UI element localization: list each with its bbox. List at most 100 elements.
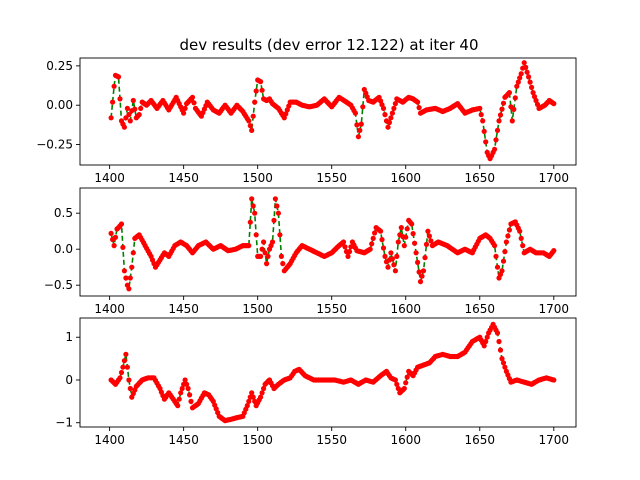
data-point xyxy=(415,259,421,265)
data-point xyxy=(404,374,410,380)
data-point xyxy=(517,75,523,81)
data-point xyxy=(283,111,289,117)
data-point xyxy=(342,244,348,250)
data-point xyxy=(262,250,268,256)
x-tick-label-top: 1450 xyxy=(168,171,199,185)
data-point xyxy=(484,334,490,340)
data-point xyxy=(264,261,270,267)
data-point xyxy=(502,249,508,255)
data-point xyxy=(478,112,484,118)
data-point xyxy=(483,139,489,145)
data-point xyxy=(496,118,502,124)
data-point xyxy=(112,234,119,240)
x-tick-label-bottom: 1600 xyxy=(390,433,421,447)
data-point xyxy=(499,268,505,274)
data-point xyxy=(127,275,133,281)
data-point xyxy=(419,273,425,279)
data-point xyxy=(551,248,557,254)
data-point xyxy=(511,106,517,112)
data-point xyxy=(278,253,284,259)
data-point xyxy=(398,225,404,231)
x-tick-label-top: 1600 xyxy=(390,171,421,185)
y-tick-label-middle: −0.5 xyxy=(44,278,73,292)
data-point xyxy=(500,360,507,366)
data-point xyxy=(340,239,347,245)
data-point xyxy=(249,390,255,396)
data-point xyxy=(520,243,526,249)
x-tick-label-bottom: 1400 xyxy=(94,433,125,447)
x-tick-label-middle: 1550 xyxy=(316,302,347,316)
data-point xyxy=(277,232,283,238)
y-tick-label-top: −0.25 xyxy=(36,138,73,152)
data-point xyxy=(417,279,424,285)
data-point xyxy=(380,245,387,251)
data-point xyxy=(136,112,142,118)
data-point xyxy=(521,60,527,66)
data-point xyxy=(124,364,130,370)
data-point xyxy=(514,83,520,89)
data-point xyxy=(392,377,398,383)
data-point xyxy=(512,95,518,101)
data-point xyxy=(527,79,533,85)
data-point xyxy=(551,101,557,107)
data-point xyxy=(423,241,430,247)
data-point xyxy=(497,347,504,353)
data-point xyxy=(551,377,557,383)
data-point xyxy=(385,264,391,270)
data-point xyxy=(121,358,127,364)
data-point xyxy=(401,243,407,249)
data-point xyxy=(178,390,184,396)
data-point xyxy=(175,403,181,409)
data-point xyxy=(252,99,258,105)
data-point xyxy=(392,101,398,107)
data-point xyxy=(247,123,253,129)
data-point xyxy=(477,105,483,111)
data-point xyxy=(130,97,136,104)
data-point xyxy=(286,103,292,109)
data-point xyxy=(126,112,132,118)
data-point xyxy=(370,235,376,241)
data-point xyxy=(121,124,127,130)
data-point xyxy=(382,253,388,259)
chart-title: dev results (dev error 12.122) at iter 4… xyxy=(180,36,479,54)
data-point xyxy=(503,239,509,245)
data-point xyxy=(496,338,502,345)
data-point xyxy=(258,79,264,85)
data-point xyxy=(281,115,287,121)
data-point xyxy=(258,394,264,400)
data-point xyxy=(280,261,286,267)
data-point xyxy=(252,210,258,216)
x-tick-label-bottom: 1450 xyxy=(168,433,199,447)
data-point xyxy=(515,79,521,85)
data-point xyxy=(352,110,358,116)
data-point xyxy=(506,227,512,233)
x-tick-label-middle: 1450 xyxy=(168,302,199,316)
data-point xyxy=(413,250,419,256)
data-point xyxy=(530,90,536,96)
y-tick-label-middle: 0.5 xyxy=(54,206,73,220)
data-point xyxy=(269,239,276,245)
data-point xyxy=(249,127,255,133)
data-point xyxy=(127,118,133,124)
data-point xyxy=(182,377,188,383)
data-point xyxy=(378,228,384,234)
x-tick-label-middle: 1700 xyxy=(539,302,570,316)
x-tick-label-top: 1500 xyxy=(242,171,273,185)
data-point xyxy=(494,127,501,133)
data-point xyxy=(123,275,129,281)
data-point xyxy=(253,88,259,94)
data-point xyxy=(108,115,114,121)
x-tick-label-bottom: 1650 xyxy=(464,433,495,447)
data-point xyxy=(500,258,507,264)
data-point xyxy=(367,246,373,252)
data-point xyxy=(391,105,397,111)
y-tick-label-top: 0.00 xyxy=(46,98,73,112)
data-point xyxy=(426,233,432,239)
data-point xyxy=(494,264,501,270)
y-tick-label-middle: 0.0 xyxy=(54,242,73,256)
data-point xyxy=(111,243,117,249)
data-point xyxy=(250,203,256,209)
data-point xyxy=(179,385,185,392)
data-point xyxy=(395,239,401,245)
data-point xyxy=(121,268,127,274)
